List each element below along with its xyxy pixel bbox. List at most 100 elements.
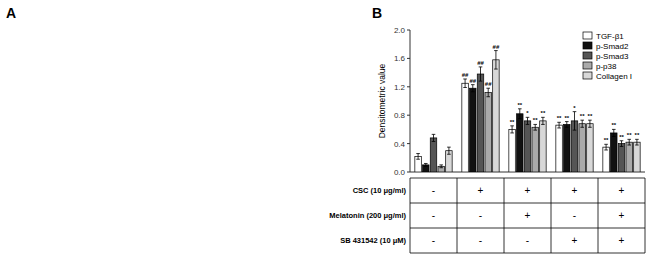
error-cap: [580, 127, 584, 128]
legend-swatch: [583, 42, 592, 49]
error-line: [512, 126, 513, 133]
error-line: [433, 134, 434, 141]
error-line: [589, 120, 590, 127]
error-cap: [494, 69, 498, 70]
table-line: [410, 178, 411, 253]
error-cap: [416, 159, 420, 160]
series: [438, 88, 632, 172]
error-cap: [416, 153, 420, 154]
error-line: [472, 85, 473, 92]
title: B: [372, 5, 382, 21]
chart: AB0.00.40.81.21.62.0Densitometric value#…: [0, 0, 650, 257]
legend-swatch: [583, 52, 592, 59]
error-bar: [604, 144, 608, 150]
error-cap: [557, 122, 561, 123]
error-bar: [518, 109, 522, 119]
error-cap: [463, 87, 467, 88]
table-line: [551, 178, 552, 253]
table-cell: +: [572, 185, 578, 196]
panel-label: A: [6, 5, 16, 21]
error-cap: [635, 145, 639, 146]
error-cap: [439, 167, 443, 168]
series: [423, 85, 617, 172]
error-cap: [494, 50, 498, 51]
error-bar: [588, 120, 592, 127]
error-cap: [463, 78, 467, 79]
annotation: **: [541, 110, 546, 116]
table-cell: +: [525, 210, 531, 221]
error-cap: [533, 124, 537, 125]
error-cap: [565, 127, 569, 128]
bar: [446, 151, 452, 172]
y-axis-label: Densitometric value: [377, 63, 387, 138]
bar: [470, 88, 476, 172]
error-line: [519, 109, 520, 119]
error-bar: [447, 147, 451, 154]
error-bar: [486, 88, 490, 97]
error-cap: [635, 139, 639, 140]
legend-swatch: [583, 72, 592, 79]
table-line: [457, 178, 458, 253]
table-cell: -: [432, 185, 435, 196]
table-cell: -: [432, 235, 435, 246]
error-bar: [557, 122, 561, 128]
error-bar: [612, 129, 616, 136]
bar: [493, 60, 499, 172]
error-cap: [526, 117, 530, 118]
bar: [634, 142, 640, 172]
error-cap: [604, 149, 608, 150]
error-line: [542, 117, 543, 124]
error-cap: [627, 139, 631, 140]
y-axis: 0.00.40.81.21.62.0: [394, 26, 410, 177]
bar: [564, 124, 570, 172]
table-line: [410, 228, 645, 229]
annotation: **: [510, 119, 515, 125]
error-line: [582, 120, 583, 127]
y-tick-label: 2.0: [394, 26, 406, 35]
series: [415, 79, 609, 172]
table-row-label: CSC (10 μg/ml): [353, 186, 407, 195]
annotation: **: [635, 132, 640, 138]
bar: [524, 121, 530, 172]
error-cap: [486, 96, 490, 97]
error-cap: [565, 121, 569, 122]
y-tick-label: 1.6: [394, 54, 406, 63]
y-tick-label: 0.0: [394, 168, 406, 177]
annotation: **: [564, 115, 569, 121]
error-line: [441, 165, 442, 168]
error-bar: [510, 126, 514, 133]
error-line: [566, 122, 567, 128]
error-cap: [432, 141, 436, 142]
error-line: [535, 124, 536, 130]
legend-label: p-p38: [596, 62, 617, 71]
error-cap: [424, 166, 428, 167]
error-cap: [526, 124, 530, 125]
error-line: [629, 139, 630, 145]
bar: [556, 125, 562, 172]
error-cap: [604, 144, 608, 145]
error-line: [480, 67, 481, 81]
table-cell: +: [572, 235, 578, 246]
annotation: **: [517, 102, 522, 108]
y-axis-line: [410, 30, 411, 172]
error-line: [495, 51, 496, 69]
error-cap: [627, 145, 631, 146]
error-cap: [424, 163, 428, 164]
error-cap: [541, 117, 545, 118]
table-cell: +: [525, 185, 531, 196]
annotation: ##: [493, 44, 500, 50]
error-bar: [573, 112, 577, 130]
bar: [485, 92, 491, 172]
legend-swatch: [583, 32, 592, 39]
bar: [423, 165, 429, 172]
annotation: **: [533, 117, 538, 123]
error-cap: [573, 130, 577, 131]
error-cap: [620, 140, 624, 141]
legend-label: p-Smad3: [596, 52, 629, 61]
bar: [618, 144, 624, 172]
error-line: [559, 122, 560, 128]
legend-swatch: [583, 62, 592, 69]
sign-table: CSC (10 μg/ml)-++++Melatonin (200 μg/ml)…: [329, 178, 645, 253]
error-line: [574, 112, 575, 130]
annotation: **: [627, 132, 632, 138]
